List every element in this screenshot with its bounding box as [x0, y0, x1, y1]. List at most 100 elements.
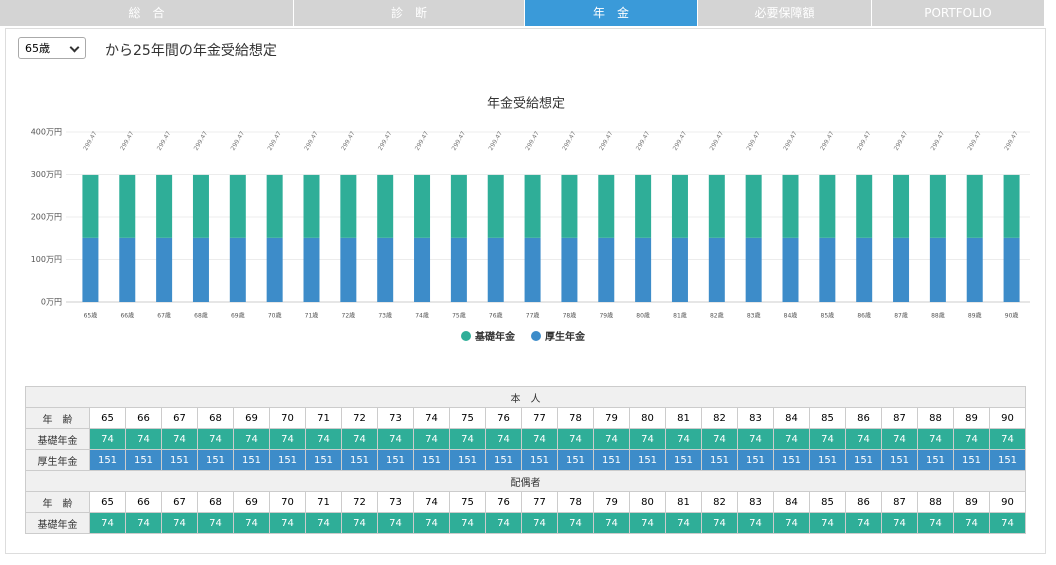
row-label: 年 齢	[25, 407, 90, 429]
bar-segment	[966, 174, 983, 238]
bar-segment	[1003, 237, 1020, 302]
cell: 76	[485, 491, 522, 513]
bar-segment	[414, 174, 431, 238]
bar-segment	[266, 174, 283, 238]
cell: 79	[593, 491, 630, 513]
y-tick-label: 100万円	[31, 255, 62, 264]
bar-segment	[303, 237, 320, 302]
cell: 151	[737, 449, 774, 471]
y-tick-label: 300万円	[31, 170, 62, 179]
bar-segment	[377, 174, 394, 238]
x-tick-label: 79歳	[599, 312, 613, 320]
cell: 74	[485, 512, 522, 534]
cell: 74	[305, 428, 342, 450]
cell: 151	[701, 449, 738, 471]
bar-segment	[671, 237, 688, 302]
cell: 74	[809, 512, 846, 534]
bar-segment	[487, 174, 504, 238]
total-label: 299.47	[230, 130, 247, 152]
total-label: 299.47	[966, 130, 983, 152]
bar-segment	[377, 237, 394, 302]
x-tick-label: 69歳	[231, 312, 245, 320]
cell: 88	[917, 491, 954, 513]
cell: 74	[989, 428, 1026, 450]
total-label: 299.47	[451, 130, 468, 152]
bar-segment	[598, 237, 615, 302]
bar-segment	[598, 174, 615, 238]
x-tick-label: 68歳	[194, 312, 208, 320]
bar-segment	[156, 174, 173, 238]
bar-segment	[82, 174, 99, 238]
cell: 70	[269, 407, 306, 429]
cell: 66	[125, 407, 162, 429]
cell: 151	[161, 449, 198, 471]
cell: 151	[233, 449, 270, 471]
cell: 77	[521, 407, 558, 429]
legend-label: 基礎年金	[474, 330, 516, 343]
cell: 74	[449, 428, 486, 450]
bar-segment	[708, 174, 725, 238]
x-tick-label: 74歳	[415, 312, 429, 320]
bar-segment	[929, 174, 946, 238]
cell: 81	[665, 407, 702, 429]
cell: 151	[773, 449, 810, 471]
bar-segment	[893, 174, 910, 238]
table-row: 年 齢 65 66 67 68 69 70 71 72 73 74 75 76 77 78 79 80 81 82 8…	[25, 491, 1026, 513]
total-label: 299.47	[524, 130, 541, 152]
cell: 74	[521, 428, 558, 450]
total-label: 299.47	[709, 130, 726, 152]
x-tick-label: 88歳	[931, 312, 945, 320]
total-label: 299.47	[1003, 130, 1020, 152]
row-label: 基礎年金	[25, 428, 90, 450]
cell: 74	[953, 428, 990, 450]
cell: 84	[773, 491, 810, 513]
cell: 74	[665, 512, 702, 534]
cell: 68	[197, 407, 234, 429]
total-label: 299.47	[598, 130, 615, 152]
section-title: 配偶者	[25, 470, 1026, 492]
cell: 74	[233, 512, 270, 534]
cell: 151	[377, 449, 414, 471]
cell: 74	[557, 512, 594, 534]
row-label: 年 齢	[25, 491, 90, 513]
x-tick-label: 75歳	[452, 312, 466, 320]
total-label: 299.47	[156, 130, 173, 152]
bar-segment	[487, 237, 504, 302]
chart-title: 年金受給想定	[487, 96, 565, 112]
tab[interactable]: PORTFOLIO	[872, 0, 1044, 26]
cell: 84	[773, 407, 810, 429]
table-row: 年 齢 65 66 67 68 69 70 71 72 73 74 75 76 77 78 79 80 81 82 8…	[25, 407, 1026, 429]
bar-segment	[966, 237, 983, 302]
bar-segment	[893, 237, 910, 302]
age-select[interactable]: 65歳	[18, 37, 86, 59]
cell: 90	[989, 407, 1026, 429]
total-label: 299.47	[414, 130, 431, 152]
total-label: 299.47	[266, 130, 283, 152]
tab[interactable]: 年 金	[525, 0, 697, 26]
cell: 83	[737, 407, 774, 429]
cell: 74	[413, 512, 450, 534]
cell: 74	[557, 428, 594, 450]
cell: 74	[701, 512, 738, 534]
bar-segment	[635, 237, 652, 302]
y-tick-label: 0万円	[41, 298, 62, 307]
cell: 151	[89, 449, 126, 471]
cell: 74	[485, 428, 522, 450]
bar-segment	[414, 237, 431, 302]
total-label: 299.47	[893, 130, 910, 152]
total-label: 299.47	[193, 130, 210, 152]
total-label: 299.47	[782, 130, 799, 152]
cell: 85	[809, 491, 846, 513]
bar-segment	[119, 174, 136, 238]
cell: 74	[377, 512, 414, 534]
cell: 74	[845, 428, 882, 450]
tab[interactable]: 総 合	[0, 0, 293, 26]
legend-label: 厚生年金	[545, 330, 586, 343]
tab[interactable]: 診 断	[294, 0, 524, 26]
bar-segment	[745, 237, 762, 302]
tab[interactable]: 必要保障額	[698, 0, 871, 26]
cell: 73	[377, 407, 414, 429]
x-tick-label: 76歳	[489, 312, 503, 320]
cell: 74	[341, 428, 378, 450]
